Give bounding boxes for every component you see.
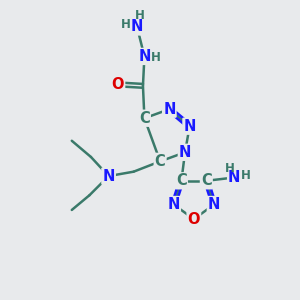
Text: N: N bbox=[163, 102, 176, 117]
Text: C: C bbox=[139, 111, 150, 126]
Text: O: O bbox=[112, 77, 124, 92]
Text: H: H bbox=[225, 162, 235, 175]
Text: N: N bbox=[228, 170, 241, 185]
Text: N: N bbox=[131, 20, 143, 34]
Text: H: H bbox=[121, 17, 131, 31]
Text: N: N bbox=[102, 169, 115, 184]
Text: C: C bbox=[155, 154, 166, 169]
Text: N: N bbox=[179, 145, 191, 160]
Text: N: N bbox=[208, 197, 220, 212]
Text: N: N bbox=[183, 119, 196, 134]
Text: N: N bbox=[138, 49, 151, 64]
Text: H: H bbox=[241, 169, 250, 182]
Text: C: C bbox=[201, 173, 212, 188]
Text: O: O bbox=[188, 212, 200, 227]
Text: H: H bbox=[151, 51, 160, 64]
Text: H: H bbox=[135, 9, 145, 22]
Text: C: C bbox=[176, 173, 187, 188]
Text: N: N bbox=[167, 197, 180, 212]
